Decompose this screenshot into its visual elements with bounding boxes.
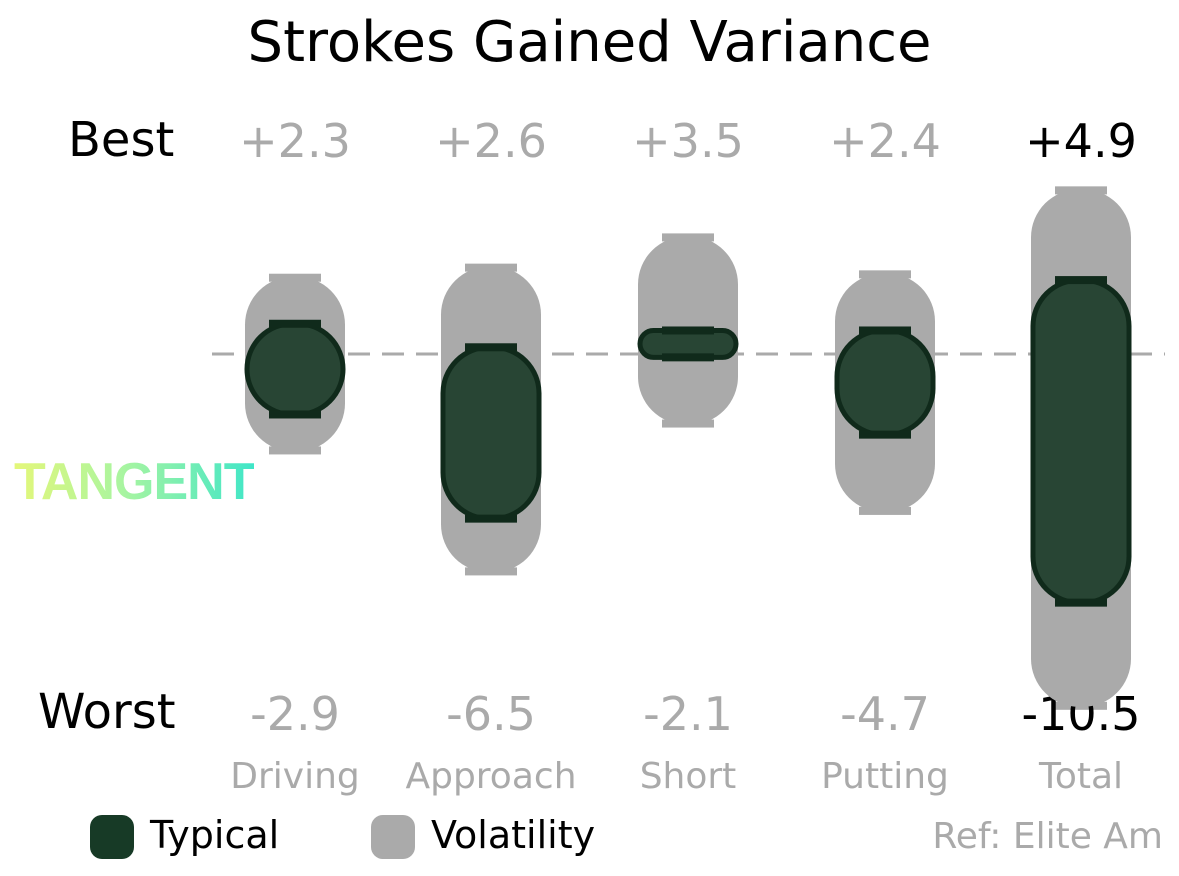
typical-cap-bottom-approach [465,514,517,523]
best-value-driving: +2.3 [239,114,351,168]
volatility-cap-bottom-short [662,419,714,428]
typical-bars [244,276,1132,607]
volatility-cap-top-driving [269,273,321,282]
worst-value-short: -2.1 [643,687,733,741]
typical-bar-driving [244,321,346,417]
typical-bar-short [637,327,739,360]
typical-cap-top-total [1055,276,1107,285]
volatility-cap-bottom-approach [465,567,517,576]
typical-bar-total [1030,277,1132,606]
chart-title: Strokes Gained Variance [247,10,932,75]
category-label-total: Total [1038,756,1123,797]
tangent-logo: TANGENT [14,453,255,511]
volatility-cap-bottom-putting [859,506,911,515]
best-row-label: Best [68,112,175,168]
best-value-approach: +2.6 [435,114,547,168]
volatility-cap-bottom-driving [269,446,321,455]
typical-bar-putting [834,327,936,438]
category-label-short: Short [640,756,737,797]
typical-cap-top-driving [269,319,321,328]
category-label-driving: Driving [230,756,360,797]
volatility-cap-top-approach [465,263,517,272]
typical-cap-bottom-driving [269,410,321,419]
typical-cap-top-approach [465,343,517,352]
legend-typical-swatch [90,815,134,859]
best-value-total: +4.9 [1025,114,1137,168]
legend-volatility-label: Volatility [431,813,596,857]
category-label-approach: Approach [405,756,576,797]
typical-cap-top-putting [859,326,911,335]
volatility-cap-top-putting [859,270,911,279]
best-value-putting: +2.4 [829,114,941,168]
typical-cap-bottom-total [1055,598,1107,607]
reference-note: Ref: Elite Am [932,816,1163,857]
best-value-short: +3.5 [632,114,744,168]
worst-value-approach: -6.5 [446,687,536,741]
typical-bar-approach [440,344,542,522]
typical-cap-top-short [662,326,714,335]
legend-volatility-swatch [371,815,415,859]
volatility-cap-top-short [662,233,714,242]
typical-cap-bottom-short [662,353,714,362]
category-label-putting: Putting [821,756,949,797]
typical-cap-bottom-putting [859,430,911,439]
worst-row-label: Worst [38,684,176,740]
worst-value-putting: -4.7 [840,687,930,741]
worst-value-driving: -2.9 [250,687,340,741]
value-labels: +2.3 -2.9 Driving +2.6 -6.5 Approach +3.5 -2.1 S… [230,114,949,797]
legend-typical-label: Typical [150,813,280,857]
